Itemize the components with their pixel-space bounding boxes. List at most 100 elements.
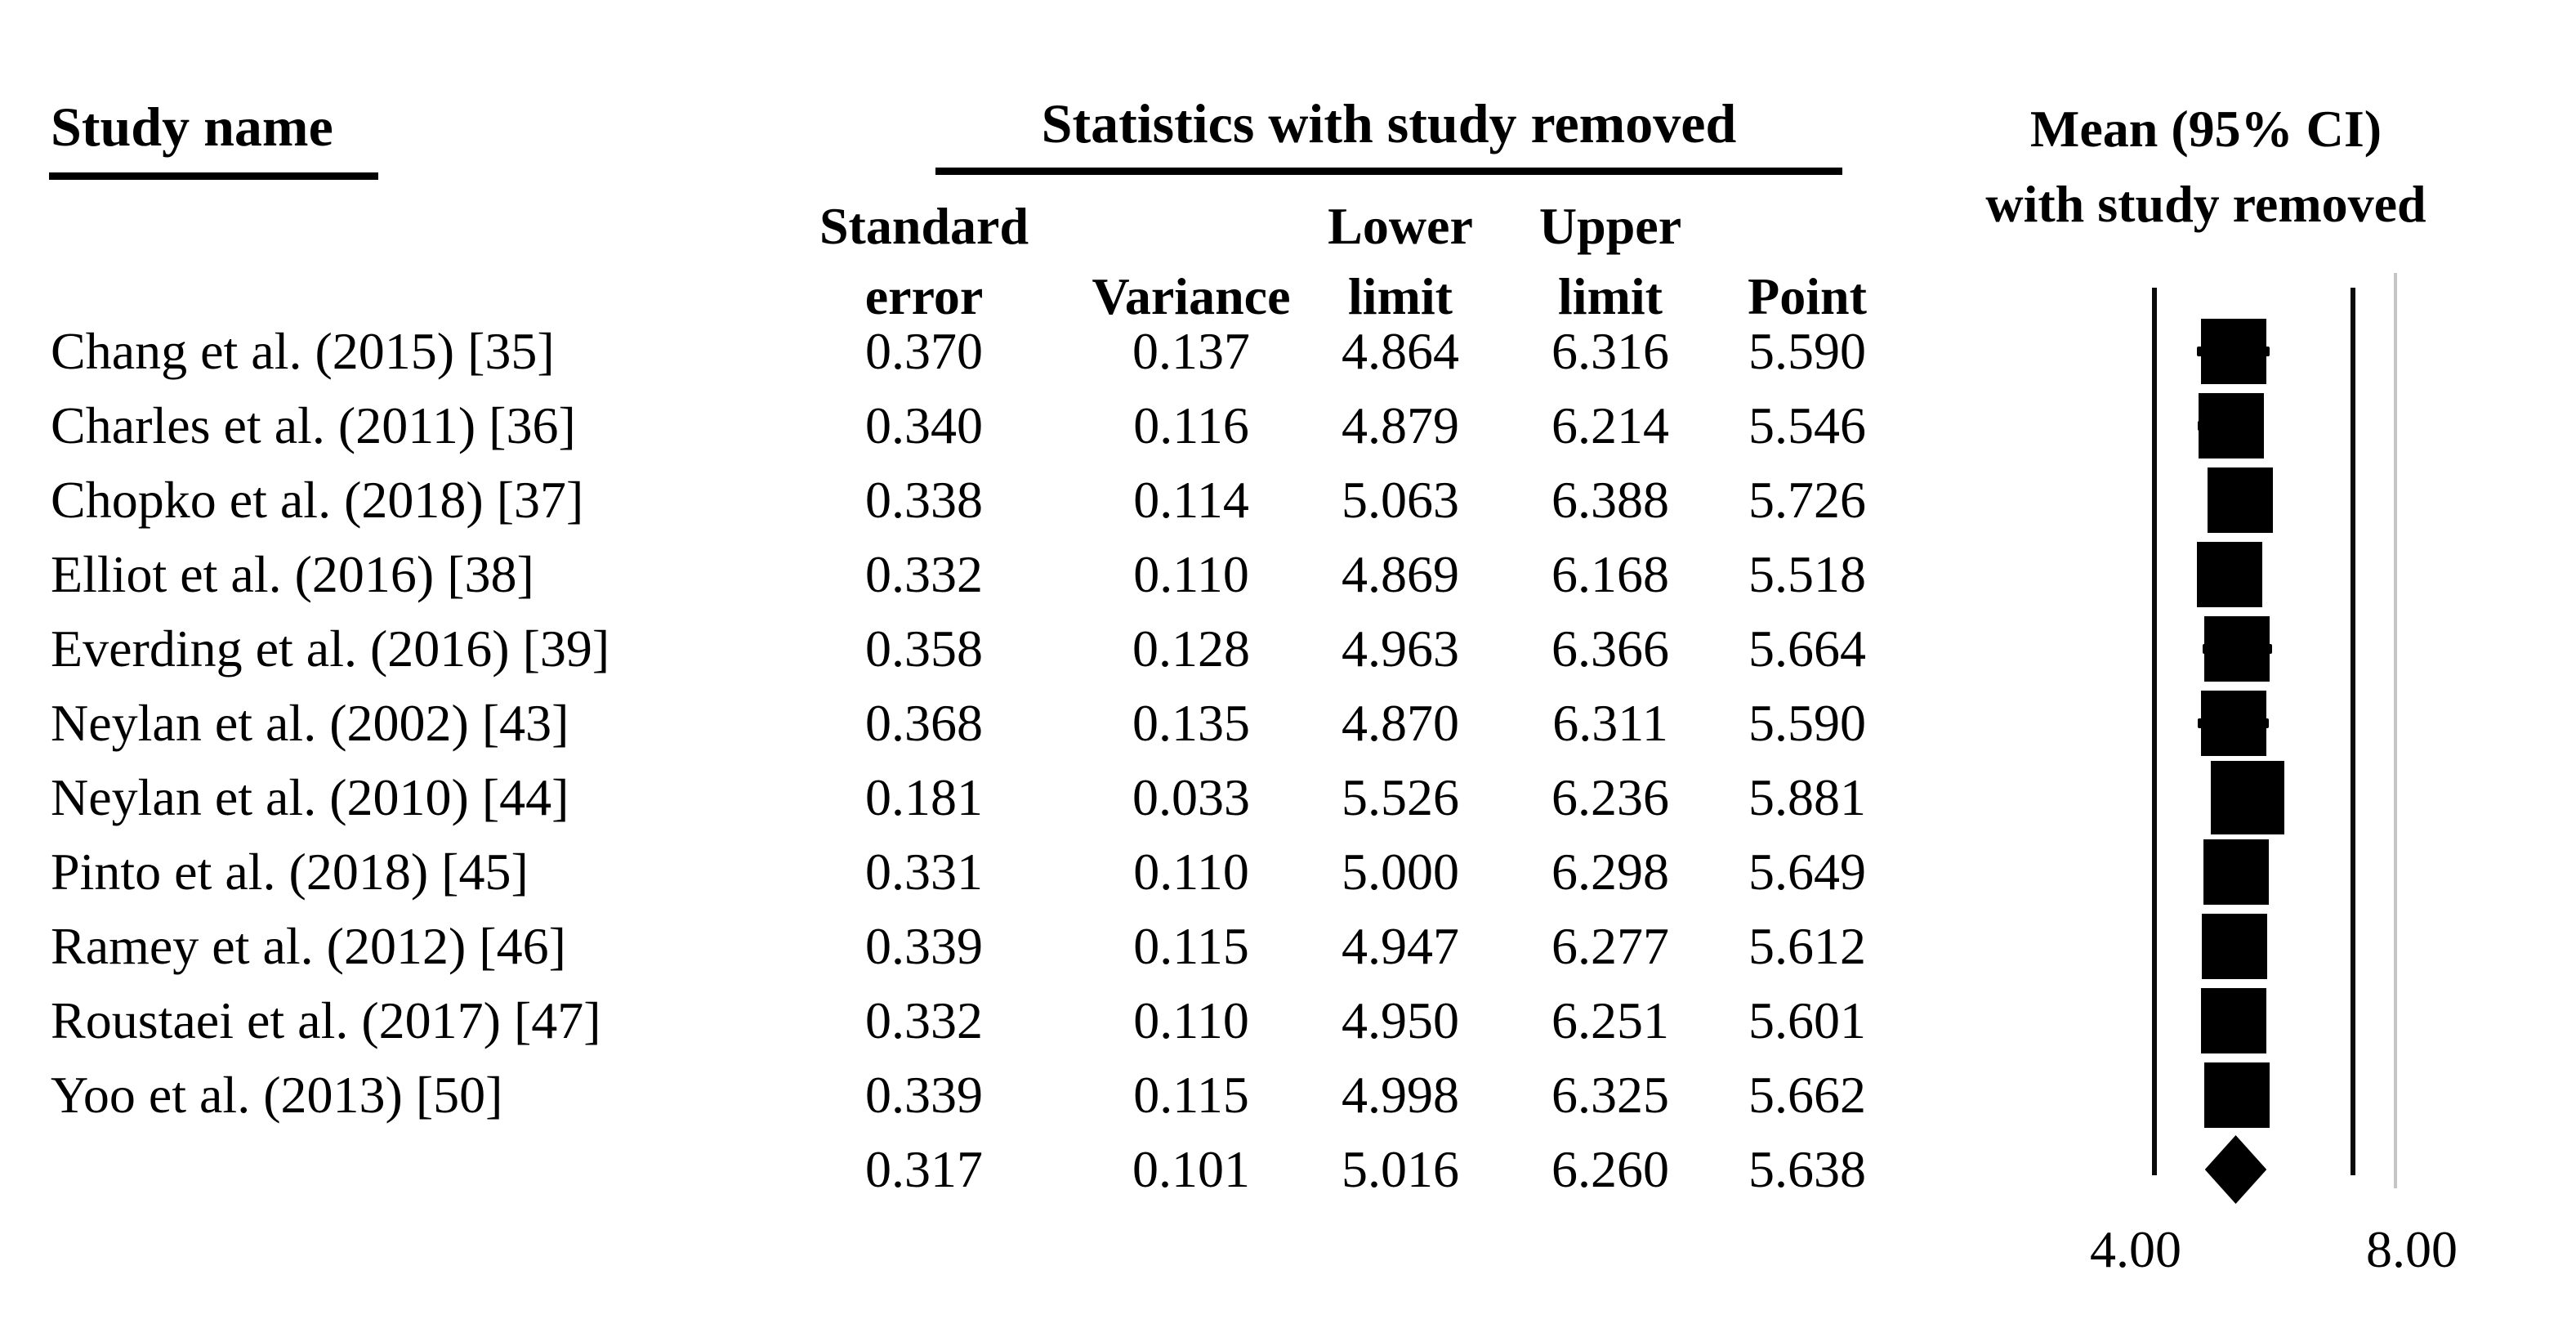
upper-limit-value: 6.260 — [1551, 1140, 1669, 1198]
column-header-limit: Upper limit — [1480, 191, 1741, 332]
axis-line-8.00 — [2351, 288, 2355, 1175]
point-value: 5.662 — [1748, 1066, 1866, 1124]
variance-value: 0.128 — [1132, 620, 1250, 678]
standard-error-value: 0.340 — [865, 396, 983, 454]
variance-value: 0.115 — [1133, 917, 1249, 975]
axis-line-4.00 — [2152, 288, 2157, 1175]
upper-limit-value: 6.388 — [1551, 471, 1669, 529]
column-header-limit: Lower limit — [1270, 191, 1531, 332]
lower-limit-value: 4.950 — [1342, 991, 1459, 1049]
upper-limit-value: 6.168 — [1551, 545, 1669, 603]
point-value: 5.726 — [1748, 471, 1866, 529]
column-header-point: Point — [1676, 191, 1938, 332]
study-name: Yoo et al. (2013) [50] — [51, 1066, 503, 1124]
standard-error-value: 0.332 — [865, 991, 983, 1049]
variance-value: 0.115 — [1133, 1066, 1249, 1124]
column-header-line1: Standard — [819, 197, 1029, 255]
point-estimate-square — [2203, 839, 2270, 905]
point-value: 5.518 — [1748, 545, 1866, 603]
standard-error-value: 0.370 — [865, 322, 983, 380]
upper-limit-value: 6.366 — [1551, 620, 1669, 678]
upper-limit-value: 6.251 — [1551, 991, 1669, 1049]
study-name: Everding et al. (2016) [39] — [51, 620, 610, 678]
column-header-error: Standard error — [793, 191, 1055, 332]
standard-error-value: 0.181 — [865, 768, 983, 826]
lower-limit-value: 5.016 — [1342, 1140, 1459, 1198]
variance-value: 0.110 — [1133, 843, 1249, 901]
point-value: 5.601 — [1748, 991, 1866, 1049]
variance-value: 0.116 — [1133, 396, 1249, 454]
column-header-variance: Variance — [1060, 191, 1322, 332]
variance-value: 0.114 — [1133, 471, 1249, 529]
standard-error-value: 0.317 — [865, 1140, 983, 1198]
standard-error-value: 0.331 — [865, 843, 983, 901]
point-value: 5.664 — [1748, 620, 1866, 678]
variance-value: 0.135 — [1132, 694, 1250, 752]
point-value: 5.546 — [1748, 396, 1866, 454]
statistics-group-header: Statistics with study removed — [935, 92, 1842, 175]
lower-limit-value: 5.000 — [1342, 843, 1459, 901]
x-axis-tick-label: 8.00 — [2366, 1220, 2458, 1278]
study-name: Charles et al. (2011) [36] — [51, 396, 576, 454]
study-name: Neylan et al. (2002) [43] — [51, 694, 569, 752]
standard-error-value: 0.332 — [865, 545, 983, 603]
pooled-estimate-diamond — [2204, 1135, 2267, 1204]
study-name: Elliot et al. (2016) [38] — [51, 545, 534, 603]
point-estimate-square — [2197, 542, 2263, 607]
upper-limit-value: 6.311 — [1552, 694, 1668, 752]
upper-limit-value: 6.298 — [1551, 843, 1669, 901]
lower-limit-value: 4.963 — [1342, 620, 1459, 678]
point-estimate-square — [2204, 616, 2270, 682]
variance-value: 0.033 — [1132, 768, 1250, 826]
study-name: Ramey et al. (2012) [46] — [51, 917, 566, 975]
point-value: 5.881 — [1748, 768, 1866, 826]
mean-ci-header-line1: Mean (95% CI) — [2029, 100, 2382, 158]
study-name: Chopko et al. (2018) [37] — [51, 471, 584, 529]
column-header-line2: Point — [1748, 267, 1867, 325]
variance-value: 0.110 — [1133, 545, 1249, 603]
column-header-line1: Upper — [1538, 197, 1682, 255]
point-estimate-square — [2200, 319, 2266, 384]
lower-limit-value: 4.947 — [1342, 917, 1459, 975]
study-name: Neylan et al. (2010) [44] — [51, 768, 569, 826]
standard-error-value: 0.358 — [865, 620, 983, 678]
variance-value: 0.110 — [1133, 991, 1249, 1049]
point-estimate-square — [2201, 914, 2267, 979]
figure-border-line — [2394, 273, 2397, 1188]
variance-value: 0.137 — [1132, 322, 1250, 380]
mean-ci-panel-header: Mean (95% CI) with study removed — [1969, 92, 2443, 242]
standard-error-value: 0.339 — [865, 1066, 983, 1124]
point-value: 5.649 — [1748, 843, 1866, 901]
mean-ci-header-line2: with study removed — [1985, 175, 2426, 233]
column-header-line2: limit — [1348, 267, 1453, 325]
lower-limit-value: 4.879 — [1342, 396, 1459, 454]
study-name-column-header: Study name — [49, 95, 378, 180]
point-value: 5.638 — [1748, 1140, 1866, 1198]
upper-limit-value: 6.316 — [1551, 322, 1669, 380]
lower-limit-value: 4.864 — [1342, 322, 1459, 380]
lower-limit-value: 4.870 — [1342, 694, 1459, 752]
standard-error-value: 0.368 — [865, 694, 983, 752]
point-estimate-square — [2203, 1062, 2270, 1128]
lower-limit-value: 4.869 — [1342, 545, 1459, 603]
column-header-line1: Lower — [1328, 197, 1473, 255]
column-header-line2: error — [864, 267, 984, 325]
point-estimate-square — [2211, 761, 2285, 834]
x-axis-tick-label: 4.00 — [2090, 1220, 2181, 1278]
point-estimate-square — [2201, 988, 2267, 1053]
study-name: Roustaei et al. (2017) [47] — [51, 991, 601, 1049]
point-estimate-square — [2198, 393, 2264, 458]
upper-limit-value: 6.214 — [1551, 396, 1669, 454]
standard-error-value: 0.339 — [865, 917, 983, 975]
lower-limit-value: 5.526 — [1342, 768, 1459, 826]
study-name: Pinto et al. (2018) [45] — [51, 843, 529, 901]
column-header-line2: Variance — [1092, 267, 1291, 325]
variance-value: 0.101 — [1132, 1140, 1250, 1198]
column-header-line2: limit — [1558, 267, 1663, 325]
upper-limit-value: 6.325 — [1551, 1066, 1669, 1124]
point-estimate-square — [2207, 467, 2273, 533]
point-value: 5.590 — [1748, 694, 1866, 752]
study-name: Chang et al. (2015) [35] — [51, 322, 555, 380]
upper-limit-value: 6.277 — [1551, 917, 1669, 975]
